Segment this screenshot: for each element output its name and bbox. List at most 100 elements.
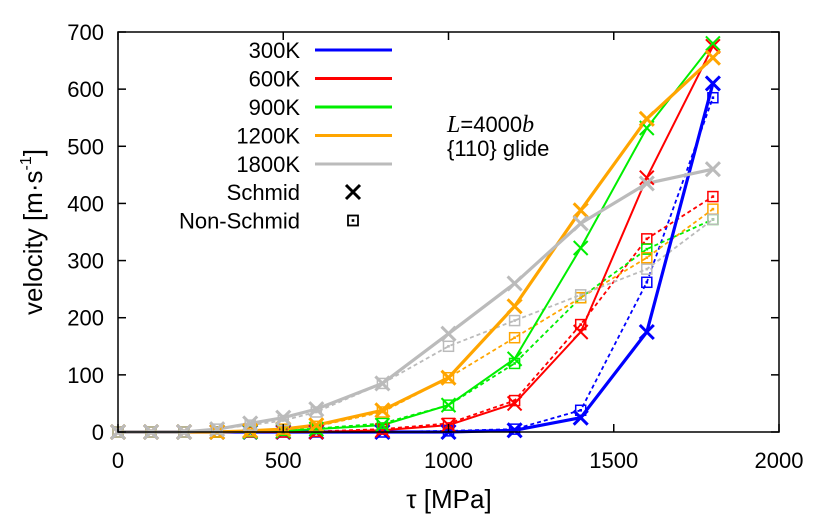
legend-marker-schmid: [344, 183, 362, 201]
data-point-nonschmid-1800K: [707, 213, 719, 226]
data-point-nonschmid-1800K-dot: [281, 419, 285, 422]
data-point-nonschmid-1800K-box: [244, 419, 256, 431]
data-point-schmid-600K: [572, 324, 589, 340]
data-point-nonschmid-600K: [508, 394, 521, 407]
data-point-nonschmid-1200K-box: [508, 331, 521, 344]
annotation-glide: {110} glide: [447, 136, 549, 161]
y-axis-ticks: 0 100 200 300 400 500 600 700: [67, 20, 779, 445]
data-point-nonschmid-1200K-dot: [711, 207, 715, 211]
data-point-nonschmid-900K-dot: [381, 422, 384, 425]
legend-label-schmid: Schmid: [227, 180, 300, 205]
data-point-nonschmid-1200K: [707, 203, 719, 215]
y-tick-label: 300: [67, 249, 104, 274]
legend: 300K 600K 900K 1200K 1800K Schmid Non-Schmid: [179, 38, 392, 234]
data-point-nonschmid-1800K-box: [508, 314, 521, 327]
data-point-nonschmid-600K-box: [574, 318, 587, 331]
data-point-nonschmid-300K-dot: [711, 96, 715, 100]
data-point-schmid-1800K: [704, 161, 721, 178]
data-point-schmid-1800K: [638, 175, 655, 192]
data-point-schmid-1800K: [308, 401, 325, 418]
data-point-nonschmid-1200K-dot: [645, 256, 649, 260]
y-tick-label: 600: [67, 77, 104, 102]
data-point-schmid-1200K: [704, 49, 721, 66]
annotation-length: L=4000b: [446, 112, 534, 138]
series-line-schmid-300K: [118, 83, 715, 434]
data-point-schmid-1800K: [440, 325, 457, 342]
data-point-schmid-600K: [639, 170, 655, 186]
data-point-schmid-1200K: [506, 298, 523, 315]
data-point-nonschmid-1800K-dot: [579, 293, 582, 297]
data-point-nonschmid-900K-dot: [645, 247, 649, 251]
series-line-schmid-900K: [118, 42, 714, 433]
data-point-nonschmid-900K-box: [376, 417, 389, 430]
data-point-nonschmid-600K: [707, 190, 719, 203]
series-line-nonschmid-300K: [118, 97, 714, 433]
data-point-nonschmid-300K-box: [574, 404, 587, 417]
data-point-schmid-900K: [705, 35, 721, 52]
data-point-schmid-1800K: [209, 421, 226, 438]
data-point-nonschmid-1800K-box: [574, 289, 587, 301]
legend-label-non-schmid: Non-Schmid: [179, 209, 300, 234]
data-point-nonschmid-1200K-box: [376, 406, 389, 418]
data-point-nonschmid-300K-dot: [645, 280, 649, 284]
annotation-length-symbol: L: [446, 112, 460, 138]
data-point-nonschmid-1200K-dot: [513, 336, 516, 340]
series-line-schmid-1200K: [118, 56, 714, 434]
data-point-nonschmid-1800K-box: [376, 377, 389, 390]
data-point-nonschmid-300K: [707, 91, 719, 104]
annotation-burgers-symbol: b: [522, 112, 534, 138]
data-point-nonschmid-300K-box: [707, 91, 719, 104]
legend-marker-nonschmid: [347, 214, 359, 227]
data-point-schmid-1200K: [308, 417, 325, 434]
data-point-schmid-1800K: [275, 409, 292, 426]
x-axis-ticks: 0 500 1000 1500 2000: [112, 32, 803, 473]
data-point-nonschmid-1800K-box: [310, 406, 323, 418]
x-axis-title: τ [MPa]: [406, 484, 491, 514]
legend-marker-nonschmid-dot: [351, 219, 355, 222]
y-axis-title-exp: -1: [18, 156, 35, 170]
data-point-nonschmid-300K: [574, 404, 587, 417]
data-point-nonschmid-600K-box: [508, 394, 521, 407]
data-point-nonschmid-900K: [641, 243, 653, 255]
data-point-nonschmid-600K-dot: [579, 323, 582, 326]
data-point-nonschmid-1800K-dot: [447, 344, 450, 348]
y-tick-label: 700: [67, 20, 104, 45]
data-point-nonschmid-1800K: [310, 406, 323, 418]
data-point-nonschmid-1800K: [508, 314, 521, 327]
data-point-nonschmid-1800K-box: [641, 263, 653, 275]
y-axis-title-main: velocity [m·s: [18, 171, 48, 315]
data-point-schmid-1800K: [242, 415, 259, 432]
data-point-nonschmid-1200K-box: [442, 371, 455, 384]
x-tick-label: 500: [265, 448, 302, 473]
data-point-nonschmid-600K-box: [707, 190, 719, 203]
data-point-nonschmid-600K-dot: [645, 237, 649, 241]
series-line-nonschmid-1200K: [118, 208, 714, 433]
data-point-nonschmid-300K-dot: [579, 408, 582, 412]
legend-label-1800K: 1800K: [236, 152, 300, 177]
data-point-nonschmid-900K-box: [641, 243, 653, 255]
data-point-nonschmid-1200K-dot: [579, 296, 582, 300]
data-point-schmid-600K: [506, 395, 523, 412]
data-point-nonschmid-1200K: [508, 331, 521, 344]
data-point-nonschmid-900K-box: [442, 399, 455, 411]
data-point-schmid-300K: [506, 422, 523, 439]
data-point-nonschmid-600K: [574, 318, 587, 331]
legend-label-600K: 600K: [249, 67, 301, 92]
data-point-nonschmid-600K-dot: [513, 399, 516, 402]
data-point-schmid-300K: [638, 323, 655, 341]
annotation-length-value: =4000: [460, 112, 522, 137]
data-point-schmid-300K: [572, 409, 589, 426]
data-point-nonschmid-300K-box: [508, 423, 521, 435]
data-point-nonschmid-1800K: [442, 340, 455, 353]
data-point-nonschmid-1800K-box: [707, 213, 719, 226]
data-point-schmid-1200K: [572, 202, 589, 219]
legend-label-900K: 900K: [249, 95, 301, 120]
plot-markers: [109, 35, 721, 441]
data-point-schmid-900K: [374, 417, 391, 433]
data-point-schmid-1800K: [506, 275, 523, 292]
plot-lines: [118, 42, 715, 434]
series-line-schmid-600K: [118, 45, 714, 433]
y-tick-label: 0: [92, 420, 104, 445]
data-point-schmid-300K: [704, 75, 721, 92]
